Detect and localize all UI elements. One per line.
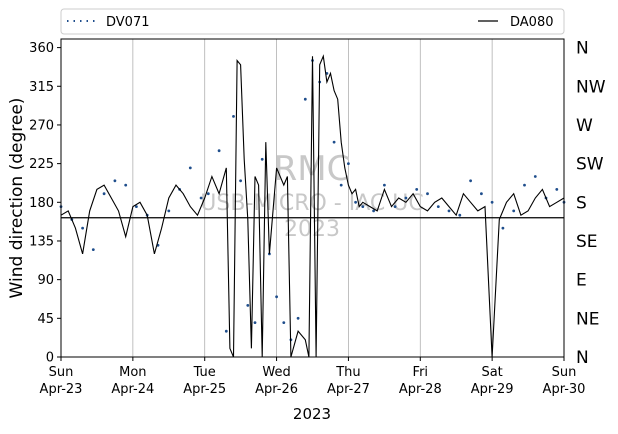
x-tick-day: Wed xyxy=(262,365,290,380)
series-point-DV071 xyxy=(91,248,95,252)
series-point-DV071 xyxy=(447,209,451,213)
series-point-DV071 xyxy=(512,209,516,213)
series-point-DV071 xyxy=(339,183,343,187)
series-point-DV071 xyxy=(224,329,228,333)
x-tick-date: Apr-27 xyxy=(327,382,370,397)
watermark-line-3: 2023 xyxy=(284,217,340,242)
series-point-DV071 xyxy=(135,205,138,209)
series-point-DV071 xyxy=(81,226,84,230)
x-tick-day: Sun xyxy=(552,365,577,380)
series-point-DV071 xyxy=(393,205,397,209)
series-point-DV071 xyxy=(113,179,117,183)
series-point-DV071 xyxy=(404,196,408,200)
compass-label: NW xyxy=(576,77,606,97)
series-point-DV071 xyxy=(458,213,462,217)
y-tick-label: 45 xyxy=(37,312,54,327)
series-point-DV071 xyxy=(124,183,128,187)
plot-frame xyxy=(60,38,565,358)
compass-label: W xyxy=(576,116,593,136)
series-point-DV071 xyxy=(354,200,357,204)
x-axis-ticks: Sun Apr-23 Mon Apr-24 Tue Apr-25 Wed Apr-26 Thu A… xyxy=(40,357,586,397)
x-tick-day: Mon xyxy=(119,365,146,380)
series-point-DV071 xyxy=(480,192,483,196)
compass-label: SE xyxy=(576,232,598,252)
series-point-DV071 xyxy=(188,166,192,170)
x-tick-day: Sat xyxy=(481,365,502,380)
legend-box xyxy=(60,8,565,35)
series-point-DV071 xyxy=(232,115,235,118)
x-tick-date: Apr-29 xyxy=(471,382,514,397)
series-point-DV071 xyxy=(275,295,278,299)
x-tick-date: Apr-24 xyxy=(111,382,154,397)
series-point-DV071 xyxy=(217,149,221,153)
compass-label: SW xyxy=(576,155,604,175)
y-axis-label: Wind direction (degree) xyxy=(7,98,27,299)
series-point-DV071 xyxy=(253,321,257,324)
y-tick-label: 90 xyxy=(37,273,54,288)
x-tick-date: Apr-25 xyxy=(183,382,226,397)
y-tick-label: 225 xyxy=(29,157,54,172)
y-tick-label: 315 xyxy=(29,80,54,95)
series-point-DV071 xyxy=(533,175,537,178)
legend-dv071-label: DV071 xyxy=(106,15,150,30)
x-tick-day: Tue xyxy=(193,365,216,380)
series-point-DV071 xyxy=(303,97,307,101)
x-tick-date: Apr-30 xyxy=(543,382,586,397)
compass-labels: N NE E SE S SW W NW N xyxy=(576,39,606,368)
legend-da080-label: DA080 xyxy=(510,15,554,30)
x-tick-date: Apr-23 xyxy=(40,382,83,397)
series-point-DV071 xyxy=(523,183,526,187)
x-axis-label: 2023 xyxy=(293,405,331,423)
series-layer xyxy=(59,54,566,358)
series-point-DV071 xyxy=(361,205,365,209)
x-tick-day: Sun xyxy=(49,365,74,380)
y-axis-ticks: 0 45 90 135 180 225 270 315 360 xyxy=(29,41,61,366)
compass-label: NE xyxy=(576,309,599,329)
y-tick-label: 360 xyxy=(29,41,54,56)
compass-label: S xyxy=(576,193,587,213)
x-tick-date: Apr-26 xyxy=(255,382,298,397)
compass-label: E xyxy=(576,271,587,291)
series-point-DV071 xyxy=(555,188,559,191)
watermark-line-1: RMC xyxy=(274,149,351,189)
series-line-DA080 xyxy=(60,54,565,358)
series-point-DV071 xyxy=(282,321,286,324)
series-point-DV071 xyxy=(383,183,386,187)
series-point-DV071 xyxy=(372,209,375,213)
series-point-DV071 xyxy=(490,200,494,204)
series-point-DV071 xyxy=(426,192,429,196)
y-tick-label: 0 xyxy=(46,351,54,366)
series-point-DV071 xyxy=(102,192,106,196)
series-point-DV071 xyxy=(436,205,440,209)
series-point-DV071 xyxy=(206,192,210,196)
compass-label: N xyxy=(576,348,589,368)
series-point-DV071 xyxy=(332,140,336,144)
series-point-DV071 xyxy=(347,162,350,166)
x-tick-day: Fri xyxy=(413,365,429,380)
series-point-DV071 xyxy=(501,226,505,230)
series-point-DV071 xyxy=(260,157,264,161)
series-point-DV071 xyxy=(239,179,243,183)
x-tick-date: Apr-28 xyxy=(399,382,442,397)
y-tick-label: 270 xyxy=(29,118,54,133)
series-point-DV071 xyxy=(469,179,472,183)
series-point-DV071 xyxy=(415,188,419,191)
compass-label: N xyxy=(576,39,589,59)
y-tick-label: 180 xyxy=(29,196,54,211)
series-point-DV071 xyxy=(167,209,171,213)
series-point-DV071 xyxy=(199,196,203,200)
series-point-DV071 xyxy=(246,304,250,307)
series-point-DV071 xyxy=(296,316,300,320)
y-tick-label: 135 xyxy=(29,234,54,249)
legend: DV071 DA080 xyxy=(60,8,565,35)
x-tick-day: Thu xyxy=(335,365,360,380)
